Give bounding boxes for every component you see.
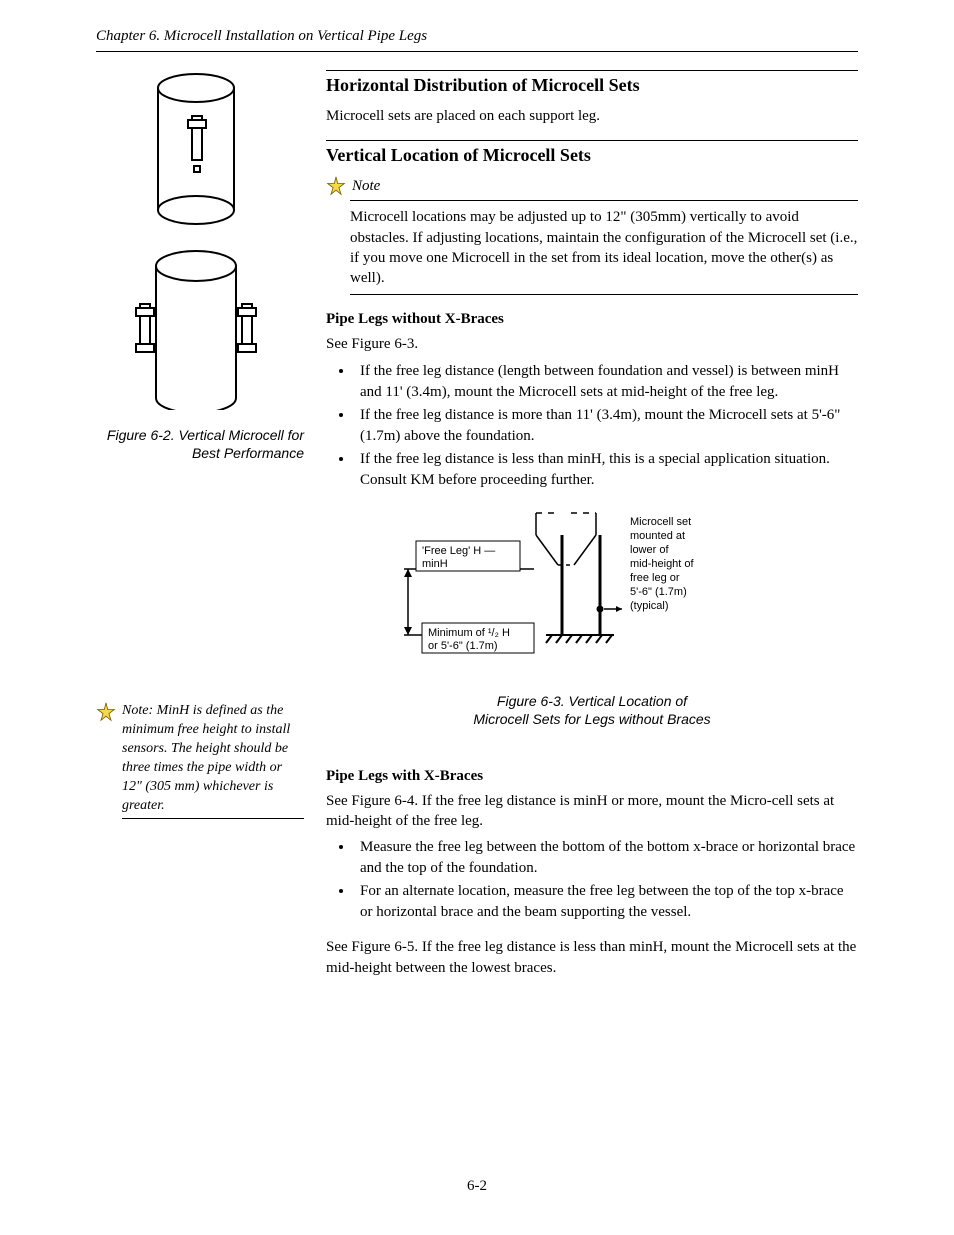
content-columns: Figure 6-2. Vertical Microcell for Best … <box>96 70 858 992</box>
note-row: Note <box>326 176 858 196</box>
figure-6-2-caption-l2: Best Performance <box>192 445 304 461</box>
rule <box>326 70 858 71</box>
without-see: See Figure 6-3. <box>326 334 858 354</box>
fig63-right-l5: free leg or <box>630 572 680 584</box>
note-box: Microcell locations may be adjusted up t… <box>350 200 858 295</box>
list-item: If the free leg distance is less than mi… <box>354 449 858 491</box>
fig63-right-l7: (typical) <box>630 600 669 612</box>
with-bullet-list: Measure the free leg between the bottom … <box>326 837 858 923</box>
figure-6-2-caption: Figure 6-2. Vertical Microcell for Best … <box>96 426 304 462</box>
subheading-without-xbraces: Pipe Legs without X-Braces <box>326 311 858 328</box>
figure-6-3-caption-l2: Microcell Sets for Legs without Braces <box>473 711 710 727</box>
figure-6-3-diagram: 'Free Leg' H — minH Minimum of ¹/₂ H or … <box>386 505 858 680</box>
list-item: If the free leg distance is more than 11… <box>354 405 858 447</box>
heading-vertical: Vertical Location of Microcell Sets <box>326 145 858 166</box>
page-number: 6-2 <box>0 1178 954 1195</box>
left-column: Figure 6-2. Vertical Microcell for Best … <box>96 70 304 819</box>
figure-6-2-diagram <box>134 70 304 410</box>
fig63-bottom-l2: or 5'-6" (1.7m) <box>428 640 498 652</box>
rule <box>326 140 858 141</box>
fig63-right-l1: Microcell set <box>630 516 691 528</box>
list-item: For an alternate location, measure the f… <box>354 881 858 923</box>
note-star-icon <box>96 702 116 722</box>
with-p1: See Figure 6-4. If the free leg distance… <box>326 791 858 832</box>
note-star-icon <box>326 176 346 196</box>
fig63-left-l1: 'Free Leg' H — <box>422 545 495 557</box>
fig63-right-l3: lower of <box>630 544 669 556</box>
note-label: Note <box>352 178 380 195</box>
side-note: Note: MinH is defined as the minimum fre… <box>96 702 304 818</box>
figure-6-3-caption-l1: Figure 6-3. Vertical Location of <box>497 693 687 709</box>
with-p2: See Figure 6-5. If the free leg distance… <box>326 937 858 978</box>
fig63-right-l4: mid-height of <box>630 558 695 570</box>
fig63-right-l2: mounted at <box>630 530 685 542</box>
fig63-bottom-l1: Minimum of ¹/₂ H <box>428 627 510 639</box>
list-item: If the free leg distance (length between… <box>354 361 858 403</box>
heading-horizontal: Horizontal Distribution of Microcell Set… <box>326 75 858 96</box>
figure-6-2-caption-l1: Figure 6-2. Vertical Microcell for <box>107 427 304 443</box>
subheading-with-xbraces: Pipe Legs with X-Braces <box>326 768 858 785</box>
page: Chapter 6. Microcell Installation on Ver… <box>0 0 954 1235</box>
side-note-text: Note: MinH is defined as the minimum fre… <box>122 702 304 818</box>
fig63-right-l6: 5'-6" (1.7m) <box>630 586 687 598</box>
fig63-left-l2: minH <box>422 558 448 570</box>
figure-6-3-caption: Figure 6-3. Vertical Location of Microce… <box>326 692 858 728</box>
without-bullet-list: If the free leg distance (length between… <box>326 361 858 491</box>
running-header: Chapter 6. Microcell Installation on Ver… <box>96 28 858 52</box>
list-item: Measure the free leg between the bottom … <box>354 837 858 879</box>
horizontal-body: Microcell sets are placed on each suppor… <box>326 106 858 126</box>
right-column: Horizontal Distribution of Microcell Set… <box>326 70 858 992</box>
